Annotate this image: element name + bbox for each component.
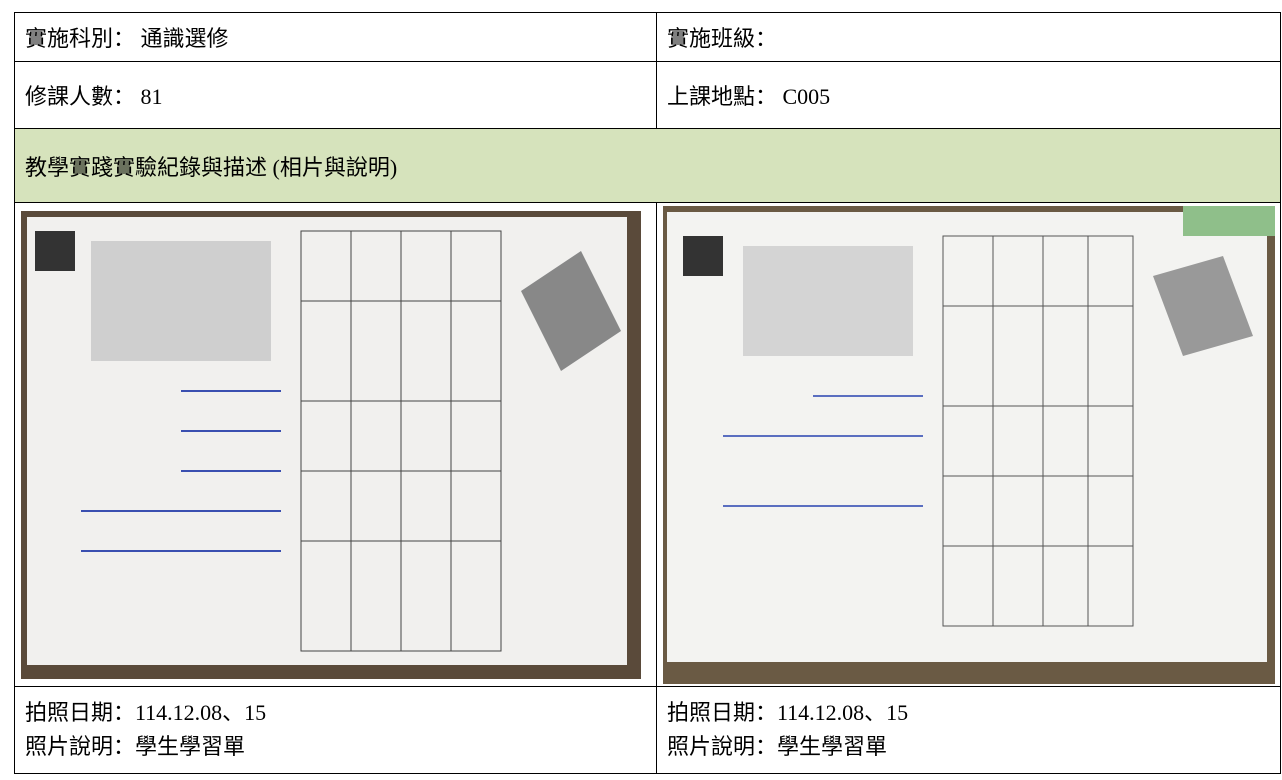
subject-cell: 實施科別： 通識選修: [14, 12, 657, 62]
class-cell: 實施班級：: [656, 12, 1281, 62]
photo: [663, 205, 1275, 684]
photo-date: 拍照日期：114.12.08、15: [25, 700, 267, 725]
photo-cell: [656, 202, 1281, 687]
count-cell: 修課人數： 81: [14, 61, 657, 129]
photo-caption: 照片說明：學生學習單: [25, 734, 246, 759]
section-title: 教學實踐實驗紀錄與描述 (相片與說明): [25, 154, 398, 180]
photo: [21, 210, 641, 679]
caption-cell: 拍照日期：114.12.08、15 照片說明：學生學習單: [14, 686, 657, 774]
section-cell: 教學實踐實驗紀錄與描述 (相片與說明): [14, 128, 1281, 203]
subject: 實施科別： 通識選修: [25, 26, 229, 51]
student-count: 修課人數： 81: [25, 84, 163, 109]
class: 實施班級：: [667, 26, 778, 51]
photo-caption: 照片說明：學生學習單: [667, 734, 888, 759]
photo-date: 拍照日期：114.12.08、15: [667, 700, 909, 725]
location-cell: 上課地點： C005: [656, 61, 1281, 129]
photo-cell: [14, 202, 657, 687]
record-table: 實施科別： 通識選修 實施班級： 修課人數： 81 上課地點： C005 教學實踐實…: [14, 12, 1281, 774]
location: 上課地點： C005: [667, 84, 831, 109]
caption-cell: 拍照日期：114.12.08、15 照片說明：學生學習單: [656, 686, 1281, 774]
